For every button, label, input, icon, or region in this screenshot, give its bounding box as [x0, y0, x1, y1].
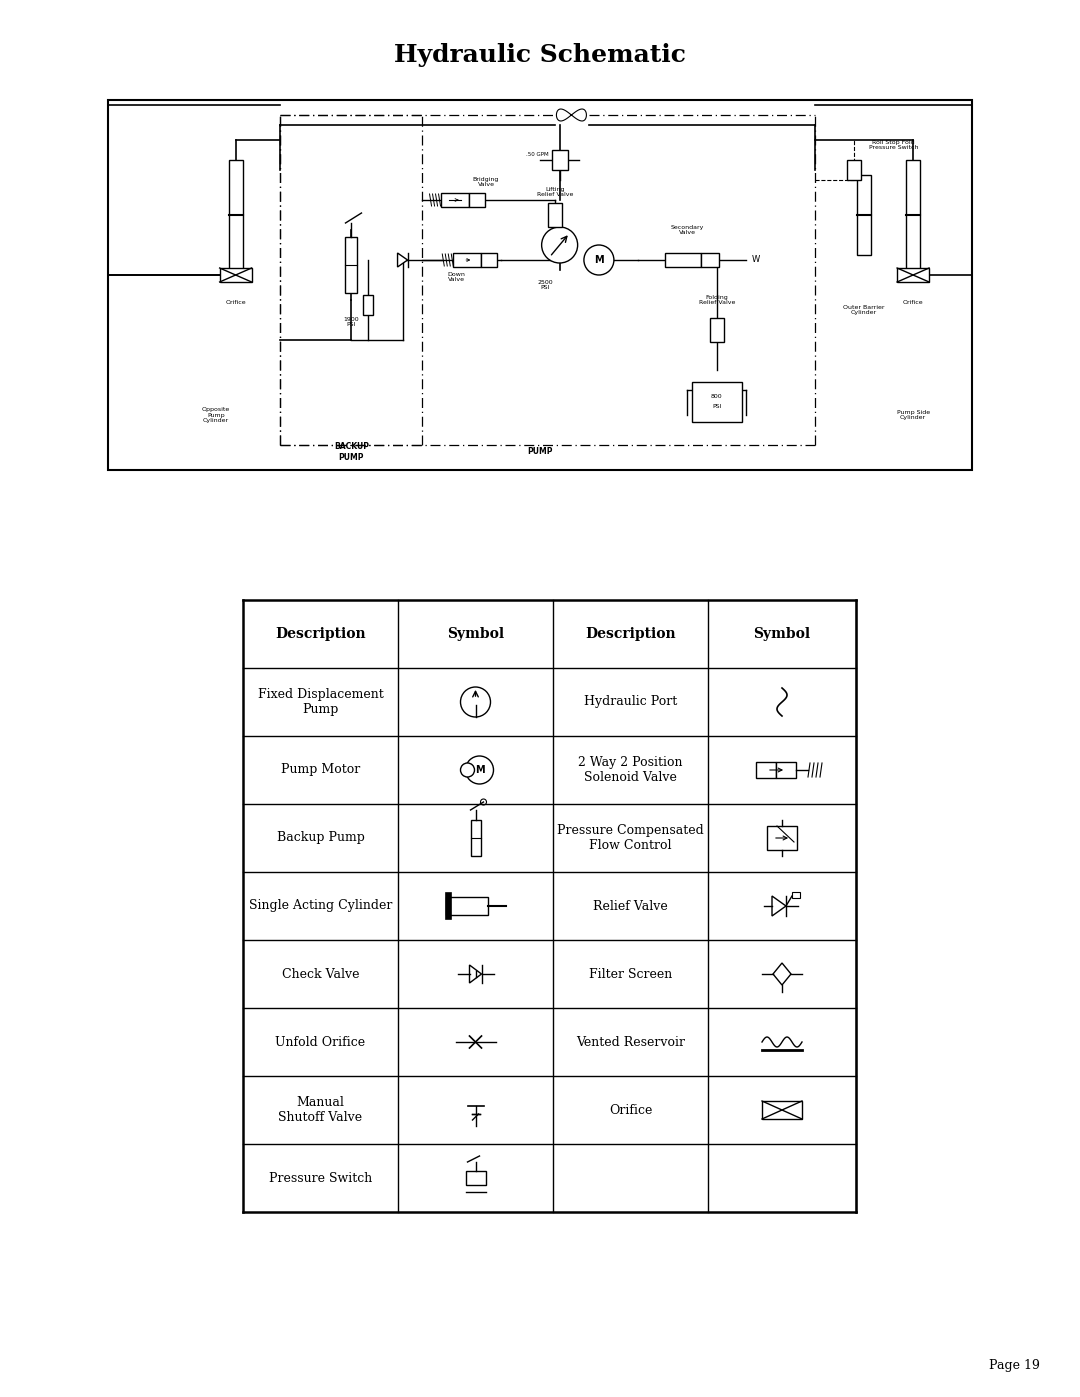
- Text: Pump Motor: Pump Motor: [281, 764, 360, 777]
- Bar: [792, 893, 800, 898]
- Bar: [858, 175, 870, 256]
- Bar: [665, 253, 701, 267]
- Text: 1900
PSI: 1900 PSI: [343, 317, 360, 327]
- Bar: [471, 820, 481, 856]
- Text: Lifting
Relief Valve: Lifting Relief Valve: [537, 187, 572, 197]
- Bar: [108, 101, 972, 469]
- Text: Bridging
Valve: Bridging Valve: [473, 176, 499, 187]
- Text: Relief Valve: Relief Valve: [593, 900, 667, 912]
- Text: M: M: [475, 766, 484, 775]
- Bar: [548, 203, 562, 226]
- Bar: [767, 826, 797, 849]
- Text: Symbol: Symbol: [447, 627, 504, 641]
- Text: Secondary
Valve: Secondary Valve: [671, 225, 704, 236]
- Text: Pressure Compensated
Flow Control: Pressure Compensated Flow Control: [557, 824, 704, 852]
- Text: Down
Valve: Down Valve: [447, 271, 465, 282]
- Text: Check Valve: Check Valve: [282, 968, 360, 981]
- Text: Outer Barrier
Cylinder: Outer Barrier Cylinder: [843, 305, 885, 316]
- Text: Roll Stop Fold
Pressure Switch: Roll Stop Fold Pressure Switch: [868, 140, 918, 151]
- Bar: [701, 253, 719, 267]
- Bar: [897, 268, 929, 282]
- Text: 800: 800: [711, 394, 723, 400]
- Text: Unfold Orifice: Unfold Orifice: [275, 1035, 365, 1049]
- Bar: [756, 761, 777, 778]
- Bar: [454, 253, 482, 267]
- Bar: [847, 161, 861, 180]
- Bar: [710, 319, 724, 342]
- Bar: [219, 268, 252, 282]
- Bar: [229, 161, 243, 270]
- Bar: [465, 1171, 486, 1185]
- Bar: [552, 149, 568, 170]
- Text: PSI: PSI: [712, 405, 721, 409]
- Circle shape: [542, 226, 578, 263]
- Bar: [906, 161, 920, 270]
- Text: Single Acting Cylinder: Single Acting Cylinder: [248, 900, 392, 912]
- Text: Hydraulic Port: Hydraulic Port: [584, 696, 677, 708]
- Bar: [762, 1101, 802, 1119]
- Bar: [446, 897, 487, 915]
- Text: Hydraulic Schematic: Hydraulic Schematic: [394, 43, 686, 67]
- Bar: [691, 381, 742, 422]
- Text: Fixed Displacement
Pump: Fixed Displacement Pump: [258, 687, 383, 717]
- Bar: [363, 295, 374, 314]
- Bar: [346, 237, 357, 293]
- Text: Description: Description: [585, 627, 676, 641]
- Text: Orifice: Orifice: [903, 299, 923, 305]
- Text: 2 Way 2 Position
Solenoid Valve: 2 Way 2 Position Solenoid Valve: [578, 756, 683, 784]
- Text: M: M: [594, 256, 604, 265]
- Bar: [469, 193, 485, 207]
- Bar: [777, 761, 796, 778]
- Polygon shape: [397, 253, 407, 267]
- Circle shape: [584, 244, 613, 275]
- Text: Orifice: Orifice: [609, 1104, 652, 1116]
- Circle shape: [460, 687, 490, 717]
- Text: Pressure Switch: Pressure Switch: [269, 1172, 373, 1185]
- Bar: [446, 893, 450, 919]
- Polygon shape: [773, 963, 791, 985]
- Text: PUMP: PUMP: [527, 447, 553, 457]
- Text: W: W: [752, 256, 760, 264]
- Text: Vented Reservoir: Vented Reservoir: [576, 1035, 685, 1049]
- Text: Symbol: Symbol: [754, 627, 811, 641]
- Text: 2500
PSI: 2500 PSI: [537, 279, 553, 291]
- Polygon shape: [772, 895, 786, 916]
- Text: Backup Pump: Backup Pump: [276, 831, 364, 845]
- Text: Orifice: Orifice: [226, 299, 246, 305]
- Text: Opposite
Pump
Cylinder: Opposite Pump Cylinder: [202, 407, 230, 423]
- Text: Filter Screen: Filter Screen: [589, 968, 672, 981]
- Text: Pump Side
Cylinder: Pump Side Cylinder: [896, 409, 930, 420]
- Bar: [482, 253, 497, 267]
- Polygon shape: [470, 965, 482, 983]
- Text: .50 GPM: .50 GPM: [526, 152, 549, 158]
- Bar: [441, 193, 469, 207]
- Text: Folding
Relief Valve: Folding Relief Valve: [699, 295, 734, 306]
- Text: Manual
Shutoff Valve: Manual Shutoff Valve: [279, 1097, 363, 1125]
- Circle shape: [460, 763, 474, 777]
- Text: Description: Description: [275, 627, 366, 641]
- Text: Page 19: Page 19: [989, 1359, 1040, 1372]
- Circle shape: [465, 756, 494, 784]
- Text: BACKUP
PUMP: BACKUP PUMP: [334, 443, 369, 461]
